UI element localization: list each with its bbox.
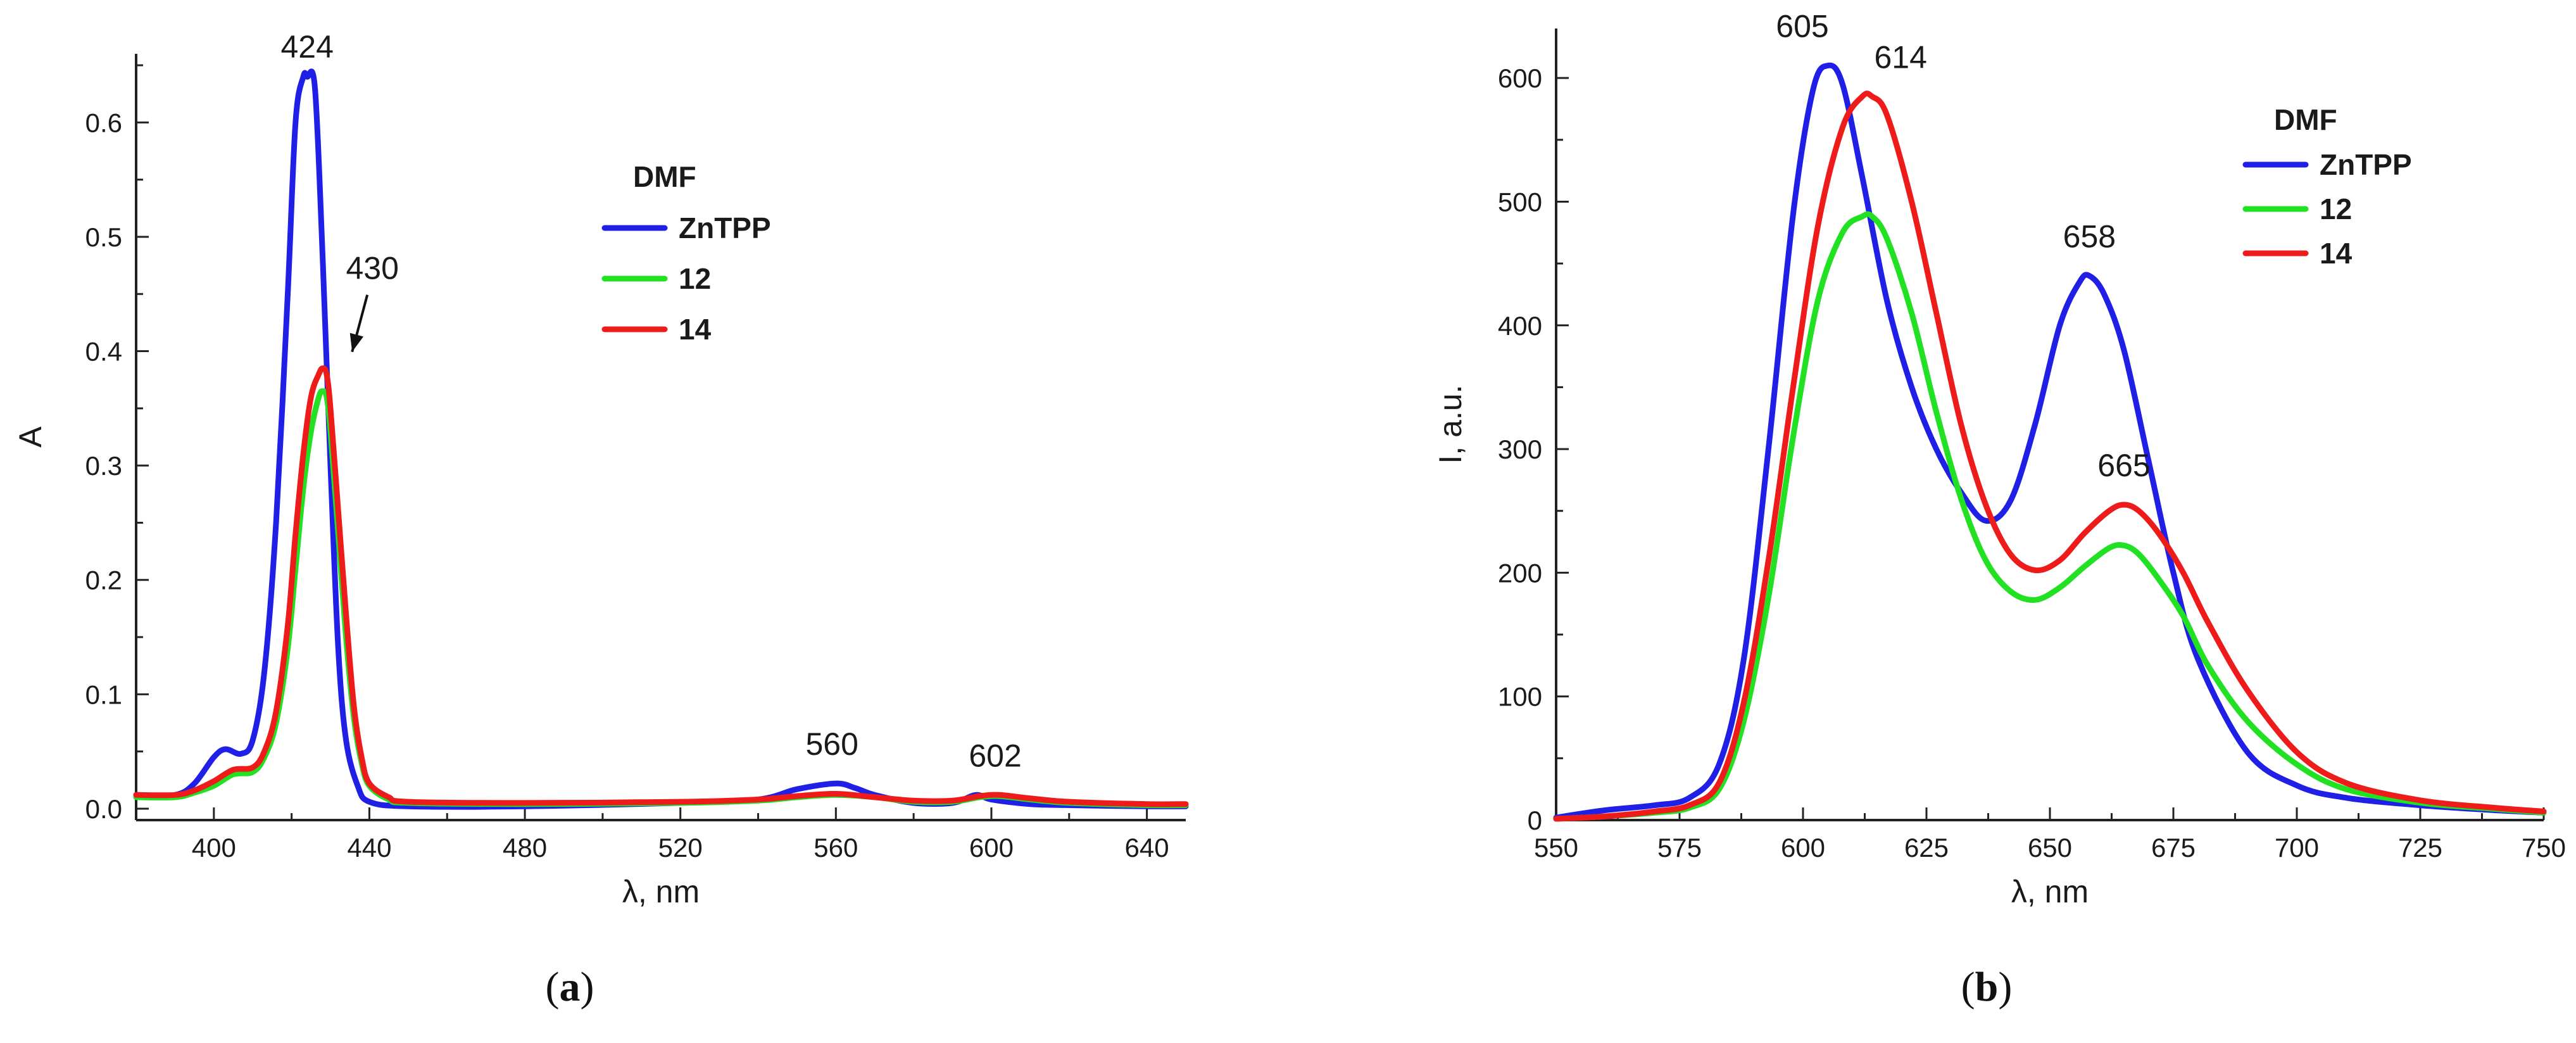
peak-arrow-head [349, 332, 364, 352]
y-tick-label: 0.0 [85, 794, 122, 824]
caption-open-paren: ( [546, 964, 560, 1010]
chart-b: 550 575 600 625 650 675 700 725 750 0 100 200 300 400… [1433, 9, 2566, 1010]
y-tick-label: 600 [1498, 63, 1542, 93]
x-tick-label: 600 [969, 833, 1014, 863]
legend-label-zntpp: ZnTPP [679, 212, 771, 244]
y-tick-label: 0.3 [85, 451, 122, 481]
legend-title: DMF [2274, 103, 2337, 136]
peak-label-665: 665 [2097, 448, 2150, 483]
series-line-zntpp [1553, 62, 2547, 821]
panel-caption: (b) [1961, 964, 2013, 1010]
peak-label-430: 430 [346, 251, 398, 286]
x-axis-title: λ, nm [622, 874, 700, 909]
x-tick-label: 640 [1125, 833, 1169, 863]
legend: DMF ZnTPP 12 14 [601, 160, 771, 346]
caption-letter: b [1975, 964, 1999, 1010]
peak-label-424: 424 [280, 29, 333, 65]
peak-label-614: 614 [1874, 39, 1926, 75]
series-line-12 [133, 388, 1189, 809]
legend-label-12: 12 [679, 262, 711, 295]
chart-a: 400 440 480 520 560 600 640 0.0 0.1 0.2 0.3 0.4 0.5 0… [13, 29, 1189, 1010]
x-tick-label: 750 [2522, 833, 2566, 863]
x-tick-label: 550 [1534, 833, 1578, 863]
x-tick-label: 675 [2151, 833, 2196, 863]
legend-title: DMF [633, 160, 696, 193]
series-line-12 [1553, 211, 2547, 822]
y-axis-title: A [13, 426, 48, 448]
legend-label-14: 14 [679, 313, 712, 346]
x-tick-label: 575 [1657, 833, 1702, 863]
x-tick-label: 725 [2398, 833, 2442, 863]
y-tick-label: 0.6 [85, 108, 122, 137]
caption-open-paren: ( [1961, 964, 1975, 1010]
y-tick-label: 0.2 [85, 566, 122, 595]
x-tick-label: 520 [658, 833, 703, 863]
x-tick-label: 700 [2275, 833, 2319, 863]
x-tick-label: 625 [1904, 833, 1949, 863]
x-tick-label: 650 [2028, 833, 2072, 863]
legend-label-12: 12 [2320, 193, 2352, 225]
x-tick-label: 480 [503, 833, 547, 863]
caption-close-paren: ) [581, 964, 594, 1010]
x-axis-title: λ, nm [2011, 874, 2089, 909]
x-tick-label: 400 [192, 833, 236, 863]
y-tick-label: 400 [1498, 311, 1542, 341]
x-tick-label: 440 [347, 833, 391, 863]
caption-letter: a [560, 964, 581, 1010]
caption-close-paren: ) [1998, 964, 2012, 1010]
y-tick-label: 0.1 [85, 680, 122, 709]
series-line-14 [133, 365, 1189, 807]
panel-caption: (a) [546, 964, 594, 1010]
x-tick-label: 560 [814, 833, 858, 863]
y-axis-title: I, a.u. [1433, 384, 1468, 464]
legend-label-14: 14 [2320, 237, 2353, 270]
y-tick-label: 0.5 [85, 222, 122, 252]
y-tick-label: 100 [1498, 682, 1542, 712]
peak-label-658: 658 [2063, 219, 2116, 255]
y-tick-label: 0.4 [85, 337, 122, 367]
peak-label-605: 605 [1776, 9, 1828, 44]
peak-label-602: 602 [969, 738, 1021, 773]
series-line-14 [1553, 91, 2547, 822]
x-tick-label: 600 [1781, 833, 1825, 863]
peak-label-560: 560 [805, 726, 858, 762]
y-tick-label: 300 [1498, 434, 1542, 464]
legend-label-zntpp: ZnTPP [2320, 148, 2412, 181]
y-tick-label: 0 [1528, 806, 1542, 835]
legend: DMF ZnTPP 12 14 [2242, 103, 2412, 270]
y-tick-label: 200 [1498, 558, 1542, 588]
y-tick-label: 500 [1498, 187, 1542, 217]
